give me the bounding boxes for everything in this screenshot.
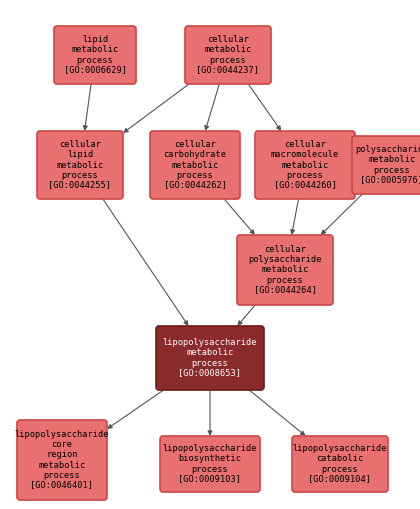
Text: lipopolysaccharide
catabolic
process
[GO:0009104]: lipopolysaccharide catabolic process [GO… [293, 444, 387, 484]
FancyBboxPatch shape [150, 131, 240, 199]
FancyBboxPatch shape [37, 131, 123, 199]
Text: lipid
metabolic
process
[GO:0006629]: lipid metabolic process [GO:0006629] [63, 36, 126, 75]
Text: cellular
macromolecule
metabolic
process
[GO:0044260]: cellular macromolecule metabolic process… [271, 140, 339, 189]
Text: polysaccharide
metabolic
process
[GO:0005976]: polysaccharide metabolic process [GO:000… [355, 146, 420, 185]
FancyBboxPatch shape [255, 131, 355, 199]
FancyBboxPatch shape [185, 26, 271, 84]
Text: lipopolysaccharide
core
region
metabolic
process
[GO:0046401]: lipopolysaccharide core region metabolic… [15, 431, 109, 490]
FancyBboxPatch shape [54, 26, 136, 84]
FancyBboxPatch shape [352, 136, 420, 194]
Text: cellular
polysaccharide
metabolic
process
[GO:0044264]: cellular polysaccharide metabolic proces… [248, 245, 322, 295]
Text: cellular
metabolic
process
[GO:0044237]: cellular metabolic process [GO:0044237] [197, 36, 260, 75]
FancyBboxPatch shape [160, 436, 260, 492]
Text: cellular
lipid
metabolic
process
[GO:0044255]: cellular lipid metabolic process [GO:004… [48, 140, 111, 189]
FancyBboxPatch shape [156, 326, 264, 390]
FancyBboxPatch shape [292, 436, 388, 492]
Text: lipopolysaccharide
metabolic
process
[GO:0008653]: lipopolysaccharide metabolic process [GO… [163, 338, 257, 378]
FancyBboxPatch shape [17, 420, 107, 500]
Text: lipopolysaccharide
biosynthetic
process
[GO:0009103]: lipopolysaccharide biosynthetic process … [163, 444, 257, 484]
FancyBboxPatch shape [237, 235, 333, 305]
Text: cellular
carbohydrate
metabolic
process
[GO:0044262]: cellular carbohydrate metabolic process … [163, 140, 226, 189]
